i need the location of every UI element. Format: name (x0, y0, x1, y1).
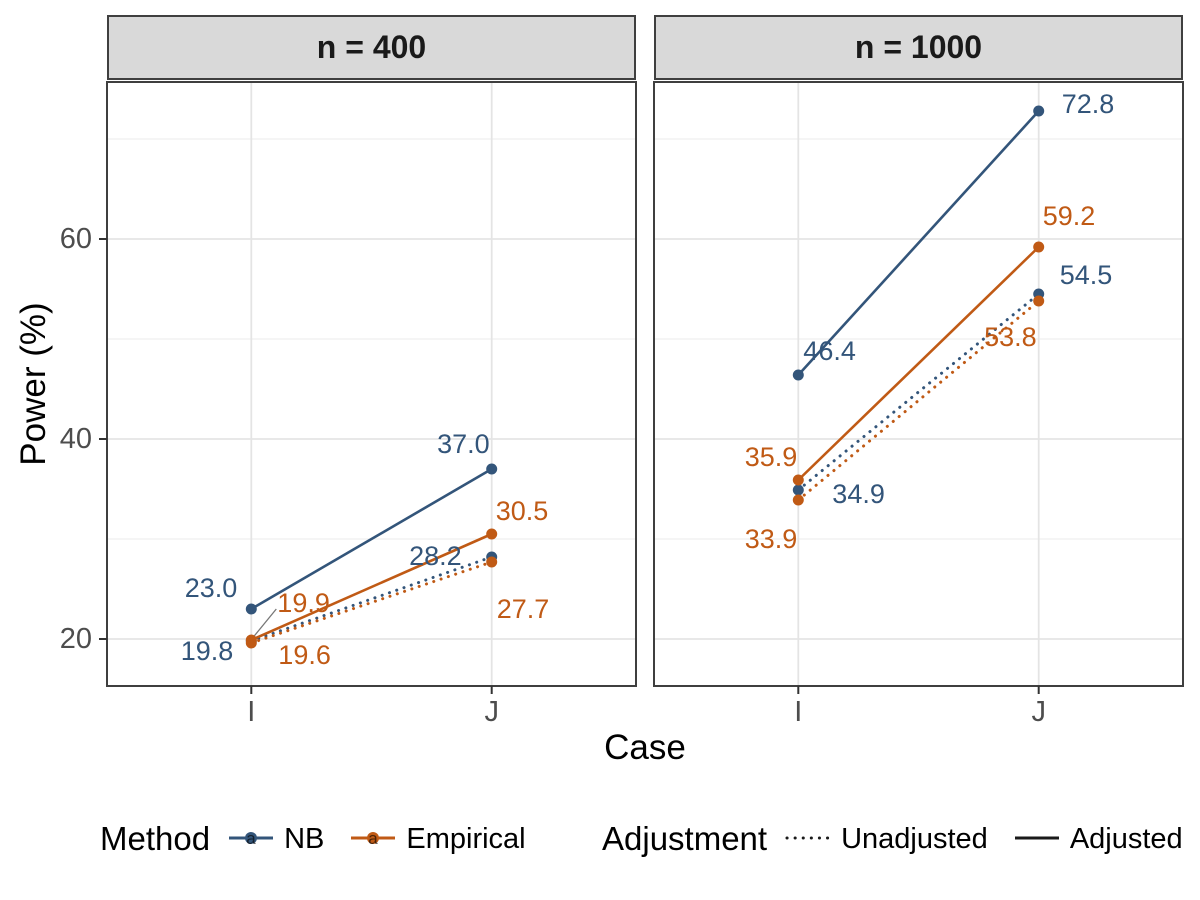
series-line-NB-Adjusted (250, 467, 493, 611)
value-label-NB-Unadjusted-J: 54.5 (1060, 260, 1113, 290)
facet-strip-n1000: n = 1000 (654, 15, 1183, 80)
plot-area: 23.0 37.0 19.8 28.2 19.9 30.5 19.6 27.7 I J 46.4 72… (60, 81, 1184, 728)
empirical-line-point-icon: a (351, 829, 396, 848)
value-label-NB-Adjusted-I: 46.4 (803, 336, 856, 366)
facet-panel-0: 23.0 37.0 19.8 28.2 19.9 30.5 19.6 27.7 I J (106, 81, 637, 728)
data-point-NB-Adjusted-J (1033, 105, 1045, 117)
data-point-NB-Adjusted-I (245, 603, 257, 615)
facet-strip-label: n = 1000 (854, 29, 983, 65)
dotted-line-icon (785, 836, 832, 840)
x-tick-label-I: I (794, 696, 802, 728)
facet-strip-n400: n = 400 (107, 15, 636, 80)
legend: Method a NB a Empirical Adjustment (0, 816, 1200, 862)
value-label-Empirical-Adjusted-I: 19.9 (277, 588, 330, 618)
value-label-NB-Adjusted-J: 72.8 (1062, 89, 1115, 119)
svg-text:a: a (369, 829, 379, 848)
facet-panel-1: 46.4 72.8 34.9 54.5 35.9 59.2 33.9 53.8 I J (653, 81, 1184, 728)
legend-method-title: Method (100, 820, 211, 857)
panel-background (107, 82, 636, 686)
legend-item-nb: a NB (228, 822, 324, 856)
legend-group-method: Method a NB a Empirical (100, 816, 526, 862)
legend-label-empirical: Empirical (406, 822, 526, 855)
x-tick-label-J: J (484, 696, 499, 728)
data-point-Empirical-Unadjusted-I (792, 494, 804, 506)
value-label-Empirical-Adjusted-I: 35.9 (745, 442, 798, 472)
data-point-NB-Unadjusted-I (792, 484, 804, 496)
y-axis-title: Power (%) (14, 302, 53, 466)
data-point-NB-Adjusted-J (486, 463, 498, 475)
legend-group-adjustment: Adjustment Unadjusted Adjusted (602, 816, 1183, 862)
legend-label-nb: NB (284, 822, 325, 855)
value-label-Empirical-Unadjusted-I: 33.9 (745, 524, 798, 554)
data-point-Empirical-Adjusted-J (1033, 241, 1045, 253)
value-label-Empirical-Unadjusted-J: 27.7 (497, 594, 550, 624)
y-tick-label-20: 20 (60, 623, 92, 655)
data-point-Empirical-Unadjusted-J (486, 556, 498, 568)
value-label-NB-Adjusted-J: 37.0 (437, 429, 490, 459)
value-label-NB-Adjusted-I: 23.0 (185, 573, 238, 603)
value-label-Empirical-Adjusted-J: 30.5 (496, 496, 549, 526)
data-point-Empirical-Adjusted-J (486, 528, 498, 540)
facet-strip-label: n = 400 (316, 29, 427, 65)
x-tick-label-J: J (1031, 696, 1046, 728)
data-point-Empirical-Adjusted-I (792, 474, 804, 486)
panel-border (653, 81, 1184, 687)
data-point-Empirical-Unadjusted-I (245, 637, 257, 649)
data-point-Empirical-Unadjusted-J (1033, 295, 1045, 307)
series-line-Empirical-Adjusted (797, 246, 1040, 481)
value-label-NB-Unadjusted-I: 34.9 (832, 479, 885, 509)
series-line-NB-Unadjusted (796, 292, 1041, 492)
legend-item-unadjusted: Unadjusted (785, 822, 988, 856)
value-label-Empirical-Unadjusted-J: 53.8 (984, 322, 1037, 352)
value-label-NB-Unadjusted-J: 28.2 (409, 541, 462, 571)
series-line-Empirical-Adjusted (250, 532, 493, 642)
value-label-NB-Unadjusted-I: 19.8 (181, 636, 234, 666)
y-tick-label-40: 40 (60, 423, 92, 455)
panel-border (106, 81, 637, 687)
legend-item-empirical: a Empirical (350, 822, 526, 856)
x-axis-title: Case (604, 728, 686, 767)
legend-item-adjusted: Adjusted (1014, 822, 1183, 856)
solid-line-icon (1014, 836, 1059, 840)
x-tick-label-I: I (247, 696, 255, 728)
legend-label-adjusted: Adjusted (1069, 822, 1183, 855)
y-tick-label-60: 60 (60, 223, 92, 255)
value-label-Empirical-Unadjusted-I: 19.6 (278, 640, 331, 670)
legend-adjustment-title: Adjustment (602, 820, 768, 857)
panel-background (654, 82, 1183, 686)
data-point-NB-Adjusted-I (792, 369, 804, 381)
legend-label-unadjusted: Unadjusted (841, 822, 988, 855)
svg-text:a: a (246, 829, 256, 848)
series-line-NB-Adjusted (797, 110, 1040, 376)
value-label-Empirical-Adjusted-J: 59.2 (1043, 201, 1096, 231)
label-leader-line (253, 608, 277, 637)
nb-line-point-icon: a (229, 829, 274, 848)
